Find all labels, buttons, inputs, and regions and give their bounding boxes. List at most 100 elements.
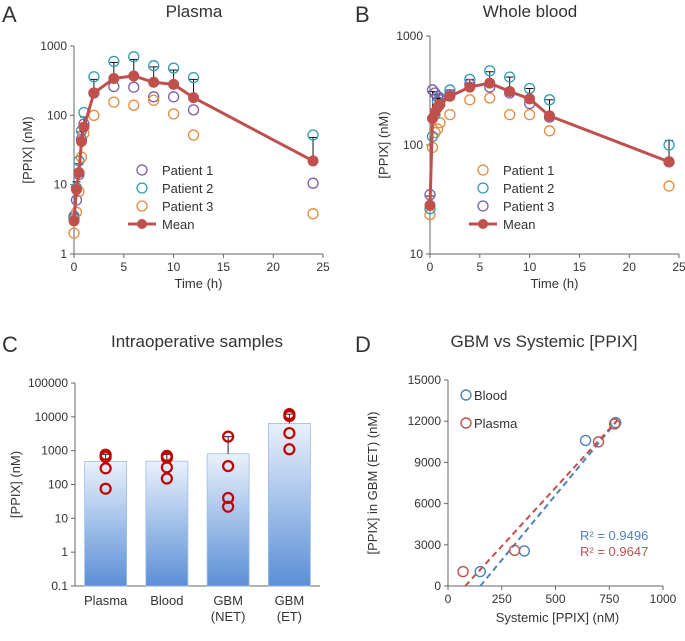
- panel-a-xtick-label: 20: [267, 260, 281, 274]
- panel-b-point-patient-2: [543, 94, 556, 106]
- panel-c-data-point: [222, 491, 235, 505]
- panel-d-point-blood: [518, 545, 531, 557]
- panel-a-ytick-label: 1000: [40, 39, 67, 53]
- panel-b-point-patient-1: [464, 94, 476, 106]
- panel-b-point-patient-2: [663, 139, 675, 151]
- panel-c-ytick-label: 1: [61, 545, 68, 559]
- panel-b-xtick-label: 10: [523, 260, 537, 274]
- panel-a-point-patient-2: [167, 62, 180, 74]
- panel-c-data-point: [283, 410, 296, 423]
- panel-b-xtick-label: 20: [623, 260, 637, 274]
- panel-a-point-patient-2: [187, 71, 200, 84]
- panel-b-point-patient-1: [504, 108, 516, 121]
- panel-c-bar: [84, 461, 128, 587]
- panel-a-ytick-label: 100: [47, 108, 67, 122]
- panel-d-point-plasma: [457, 565, 469, 578]
- panel-b-legend-swatch: [477, 164, 489, 176]
- panel-a-legend-label: Patient 2: [162, 181, 213, 196]
- panel-a-legend-swatch: [136, 182, 148, 194]
- panel-letter-b: B: [355, 2, 370, 27]
- panel-b-point-patient-1: [444, 108, 456, 121]
- panel-a-point-patient-3: [307, 208, 319, 220]
- panel-a-mean-point: [168, 78, 180, 90]
- panel-b-mean-point: [424, 199, 436, 211]
- panel-c-data-point: [222, 459, 235, 473]
- panel-a-point-patient-1: [148, 91, 160, 103]
- panel-d-scatter-chart: D GBM vs Systemic [PPIX] 0 3000 6000 9000 12…: [355, 332, 677, 625]
- panel-b-mean-point: [663, 156, 675, 168]
- panel-a-ytick-label: 1: [60, 247, 67, 261]
- panel-d-legend-swatch: [460, 389, 472, 401]
- panel-letter-d: D: [355, 332, 371, 357]
- panel-c-category-label: Plasma: [84, 593, 128, 608]
- panel-b-x-axis-label: Time (h): [531, 276, 579, 291]
- panel-c-data-point: [283, 427, 296, 440]
- panel-a-point-patient-3: [167, 108, 180, 120]
- panel-b-point-patient-2: [484, 65, 496, 77]
- panel-a-mean-point: [73, 166, 85, 178]
- panel-a-mean-point: [188, 92, 200, 104]
- panel-d-xtick-label: 750: [599, 592, 619, 606]
- panel-a-point-patient-1: [128, 81, 140, 93]
- panel-a-xtick-label: 15: [217, 260, 231, 274]
- panel-a-legend-label: Mean: [162, 217, 195, 232]
- panel-c-intraoperative-chart: C Intraoperative samples 0.1 1 10 100 1000 10…: [2, 332, 320, 624]
- panel-a-xtick-label: 10: [167, 260, 181, 274]
- panel-a-xtick-label: 25: [316, 260, 330, 274]
- panel-d-fit-line-blood: [479, 419, 619, 587]
- panel-d-ytick-label: 15000: [408, 373, 442, 387]
- panel-c-y-axis-label: [PPIX] (nM): [8, 451, 23, 518]
- panel-a-mean-point: [68, 215, 80, 227]
- panel-a-point-patient-3: [148, 94, 160, 106]
- panel-d-legend-label: Blood: [474, 388, 507, 403]
- panel-c-category-label: (NET): [211, 609, 246, 624]
- panel-b-xtick-label: 25: [672, 260, 685, 274]
- panel-c-data-point: [99, 450, 112, 464]
- panel-d-xtick-label: 250: [492, 592, 512, 606]
- panel-a-legend-label: Patient 3: [162, 199, 213, 214]
- panel-b-legend-label: Mean: [503, 217, 536, 232]
- panel-b-xtick-label: 0: [427, 260, 434, 274]
- panel-c-bar: [206, 453, 250, 587]
- panel-a-legend-label: Patient 1: [162, 163, 213, 178]
- panel-b-legend-swatch: [477, 182, 489, 194]
- panel-b-xtick-label: 5: [476, 260, 483, 274]
- panel-c-data-point: [283, 443, 296, 456]
- panel-d-point-plasma: [508, 544, 521, 556]
- panel-c-category-label: (ET): [277, 609, 302, 624]
- panel-b-ytick-label: 100: [403, 138, 423, 152]
- panel-d-xtick-label: 1000: [650, 592, 677, 606]
- panel-a-mean-point: [88, 87, 100, 99]
- panel-b-point-patient-1: [523, 108, 536, 121]
- panel-c-data-point: [222, 430, 235, 443]
- panel-b-legend-label: Patient 3: [503, 199, 554, 214]
- panel-c-data-point: [160, 461, 173, 474]
- panel-a-mean-point: [108, 72, 120, 84]
- panel-a-x-axis-label: Time (h): [175, 276, 223, 291]
- panel-b-whole-blood-chart: B Whole blood 10 100 1000 0 5 10 15 20 25 Time (h…: [355, 2, 685, 291]
- panel-a-legend-swatch: [136, 200, 148, 212]
- panel-d-legend-swatch: [460, 417, 472, 429]
- panel-a-point-patient-2: [307, 129, 319, 141]
- panel-a-xtick-label: 0: [71, 260, 78, 274]
- panel-b-mean-point: [434, 99, 446, 111]
- panel-b-title: Whole blood: [483, 2, 578, 21]
- panel-d-ytick-label: 12000: [408, 414, 442, 428]
- panel-d-point-blood: [474, 565, 486, 578]
- panel-d-ytick-label: 3000: [414, 538, 441, 552]
- panel-d-y-axis-label: [PPIX] in GBM (ET) (nM): [365, 411, 380, 554]
- panel-c-ytick-label: 100000: [28, 376, 68, 390]
- panel-a-mean-point: [128, 70, 140, 82]
- panel-d-ytick-label: 0: [434, 579, 441, 593]
- panel-c-bar: [145, 460, 189, 587]
- panel-a-ytick-label: 10: [54, 178, 68, 192]
- panel-d-x-axis-label: Systemic [PPIX] (nM): [496, 610, 620, 625]
- panel-c-category-label: Blood: [150, 593, 183, 608]
- panel-a-mean-point: [148, 76, 160, 88]
- panel-b-mean-point: [464, 81, 476, 93]
- panel-a-point-patient-1: [307, 177, 319, 189]
- panel-c-ytick-label: 100: [48, 478, 68, 492]
- panel-a-title: Plasma: [166, 2, 223, 21]
- panel-d-xtick-label: 500: [545, 592, 565, 606]
